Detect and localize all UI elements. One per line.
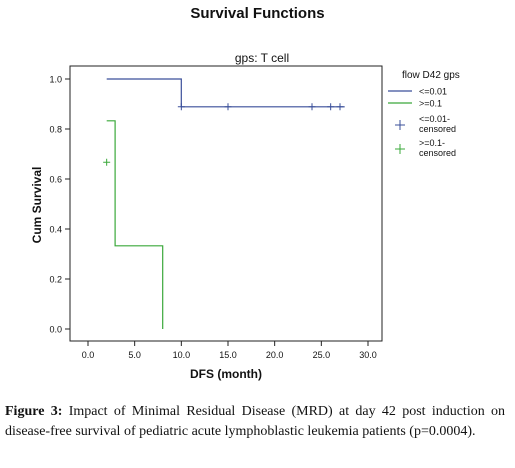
y-tick-label: 0.2: [49, 275, 62, 285]
figure-caption: Figure 3: Impact of Minimal Residual Dis…: [5, 402, 505, 442]
y-axis-label: Cum Survival: [30, 167, 44, 244]
censored-mark: [336, 103, 344, 111]
censored-mark: [308, 103, 316, 111]
x-axis-label: DFS (month): [190, 367, 262, 381]
y-tick-label: 0.0: [49, 325, 62, 335]
caption-label: Figure 3:: [5, 404, 63, 419]
legend-censor-swatch: [395, 120, 405, 130]
y-tick-label: 0.4: [49, 225, 62, 235]
legend-entry: >=0.1-censored: [419, 138, 456, 158]
chart-title: Survival Functions: [190, 5, 325, 22]
caption-text: Impact of Minimal Residual Disease (MRD)…: [5, 404, 506, 439]
x-tick-label: 0.0: [82, 350, 95, 360]
x-tick-label: 20.0: [266, 350, 284, 360]
censored-mark: [327, 103, 335, 111]
y-tick-label: 0.6: [49, 175, 62, 185]
x-tick-label: 5.0: [128, 350, 141, 360]
legend: flow D42 gps <=0.01 >=0.1 <=0.01-censored >…: [388, 70, 460, 158]
y-tick-label: 0.8: [49, 125, 62, 135]
x-tick-label: 30.0: [359, 350, 377, 360]
legend-title: flow D42 gps: [402, 70, 460, 81]
series-line-0: [106, 78, 345, 108]
x-tick-label: 25.0: [313, 350, 331, 360]
legend-censor-swatch: [395, 144, 405, 154]
censored-mark: [177, 103, 185, 111]
series-line-1: [106, 120, 164, 329]
x-tick-label: 10.0: [173, 350, 191, 360]
legend-entry: <=0.01: [419, 87, 447, 97]
censored-mark: [103, 158, 111, 166]
survival-chart: gps: T cell 0.0 0.2 0.4 0.6 0.8 1.0 0.0 5.0 10.0…: [30, 51, 460, 381]
series-layer: [103, 78, 345, 329]
censored-mark: [224, 103, 232, 111]
legend-entry: <=0.01-censored: [419, 114, 456, 134]
plot-frame: [69, 65, 383, 342]
axes: 0.0 0.2 0.4 0.6 0.8 1.0 0.0 5.0 10.0 15.0 20.0 25.0…: [49, 75, 376, 361]
x-tick-label: 15.0: [219, 350, 237, 360]
chart-subtitle: gps: T cell: [235, 51, 289, 65]
legend-entry: >=0.1: [419, 99, 442, 109]
y-tick-label: 1.0: [49, 75, 62, 85]
